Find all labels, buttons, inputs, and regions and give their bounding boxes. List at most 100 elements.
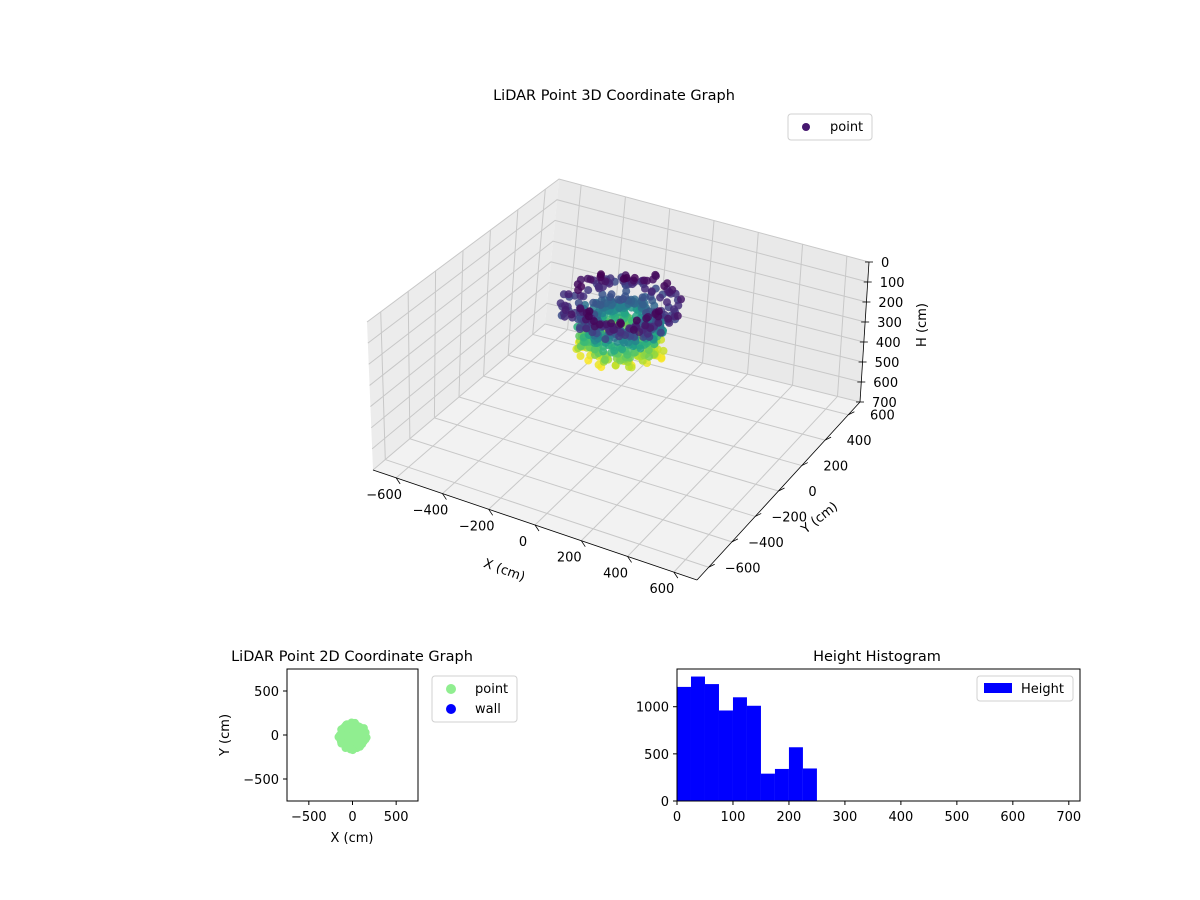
y-tick-label: −200 — [771, 510, 807, 525]
point-3d — [642, 314, 651, 323]
x-tick-label: 400 — [888, 810, 913, 825]
point-3d — [654, 318, 663, 327]
y-tick — [731, 538, 739, 543]
left-pane-grid — [507, 209, 519, 356]
point-3d — [596, 301, 605, 309]
point-3d — [668, 285, 677, 294]
z-tick-label: 100 — [880, 276, 905, 291]
point-3d — [590, 345, 599, 354]
x-tick-label: 600 — [1000, 810, 1025, 825]
left-pane-grid — [532, 189, 546, 335]
y-tick-label: −600 — [725, 561, 761, 576]
point-3d — [632, 316, 641, 325]
wall-grid-h — [371, 302, 862, 450]
chart-2d-title: LiDAR Point 2D Coordinate Graph — [231, 649, 473, 665]
histogram-frame — [676, 668, 1081, 802]
x-tick — [442, 493, 447, 500]
histogram-legend: Height — [976, 675, 1074, 702]
wall-grid-h — [368, 219, 867, 365]
chart-3d-axes: −600−400−2000200400600−600−400−200020040… — [366, 256, 904, 597]
histogram-bar — [746, 705, 761, 801]
point-3d — [584, 286, 593, 295]
point-3d — [620, 338, 629, 347]
point-3d — [567, 310, 576, 319]
floor-grid-y — [483, 375, 802, 467]
point-3d — [564, 290, 573, 299]
x-tick — [534, 524, 540, 532]
legend-marker-point — [446, 684, 456, 694]
point-3d — [615, 304, 624, 313]
point-3d — [589, 317, 598, 326]
point-3d — [673, 311, 682, 320]
point-3d — [607, 319, 615, 328]
y-tick — [848, 411, 855, 416]
point-3d — [561, 305, 570, 314]
histogram-bar — [704, 684, 719, 801]
chart-2d-ylabel: Y (cm) — [218, 714, 233, 757]
histogram-bar — [690, 676, 705, 801]
x-tick-label: 200 — [777, 810, 802, 825]
back-pane-grid — [792, 244, 804, 386]
chart-3d-panes — [367, 179, 869, 580]
floor-grid-y — [508, 354, 826, 441]
wall-grid-h — [366, 178, 870, 323]
y-tick-label: 400 — [847, 434, 872, 449]
pane-left — [367, 179, 559, 470]
point-2d — [346, 719, 355, 728]
y-tick-label: −500 — [243, 773, 279, 788]
y-tick-label: 500 — [644, 748, 669, 763]
x-tick-label: 100 — [721, 810, 746, 825]
point-3d — [586, 275, 595, 284]
left-pane-grid — [407, 291, 411, 439]
point-3d — [656, 328, 665, 337]
point-3d — [659, 346, 668, 355]
x-tick — [627, 556, 632, 563]
chart-2d-points — [334, 718, 371, 755]
pane-floor — [373, 324, 860, 580]
histogram-legend-label: Height — [1021, 682, 1064, 697]
y-tick-label: 200 — [823, 460, 848, 475]
y-tick-label: 0 — [271, 729, 279, 744]
point-3d — [595, 320, 604, 329]
point-3d — [641, 284, 649, 293]
histogram-bar — [760, 773, 775, 801]
y-tick-label: 1000 — [636, 701, 669, 716]
x-tick-label: 300 — [833, 810, 858, 825]
histogram-title: Height Histogram — [813, 649, 941, 665]
histogram-bar — [732, 697, 747, 801]
point-3d — [600, 355, 609, 364]
point-3d — [638, 293, 647, 302]
y-tick — [801, 462, 808, 466]
point-3d — [618, 295, 627, 303]
point-3d — [618, 345, 627, 354]
z-tick-label: 500 — [875, 356, 900, 371]
point-2d — [343, 733, 352, 742]
floor-grid-x — [673, 396, 838, 573]
point-3d — [669, 305, 678, 314]
y-tick — [708, 563, 715, 568]
point-3d — [589, 298, 598, 307]
histogram-bar — [802, 768, 817, 801]
wall-grid-h — [370, 282, 863, 429]
chart-3d-legend-box — [787, 113, 873, 141]
y-tick — [778, 487, 785, 492]
histogram-legend-box — [976, 675, 1074, 702]
x-tick — [580, 540, 586, 547]
x-tick-label: 0 — [348, 810, 356, 825]
chart-3d: LiDAR Point 3D Coordinate Graph −600 −400… — [366, 88, 930, 597]
y-tick-label: 0 — [808, 485, 816, 500]
back-pane-grid — [747, 232, 759, 375]
point-3d — [630, 273, 639, 282]
point-3d — [575, 325, 584, 333]
point-3d — [610, 346, 619, 355]
chart-2d-xlabel: X (cm) — [331, 831, 374, 846]
left-pane-grid — [483, 230, 491, 377]
point-3d — [582, 324, 591, 333]
point-3d — [597, 270, 605, 279]
point-3d — [609, 325, 618, 334]
point-3d — [616, 328, 625, 337]
y-tick-label: 500 — [254, 685, 279, 700]
point-3d — [647, 287, 656, 296]
point-3d — [636, 344, 645, 353]
point-3d — [584, 312, 593, 321]
